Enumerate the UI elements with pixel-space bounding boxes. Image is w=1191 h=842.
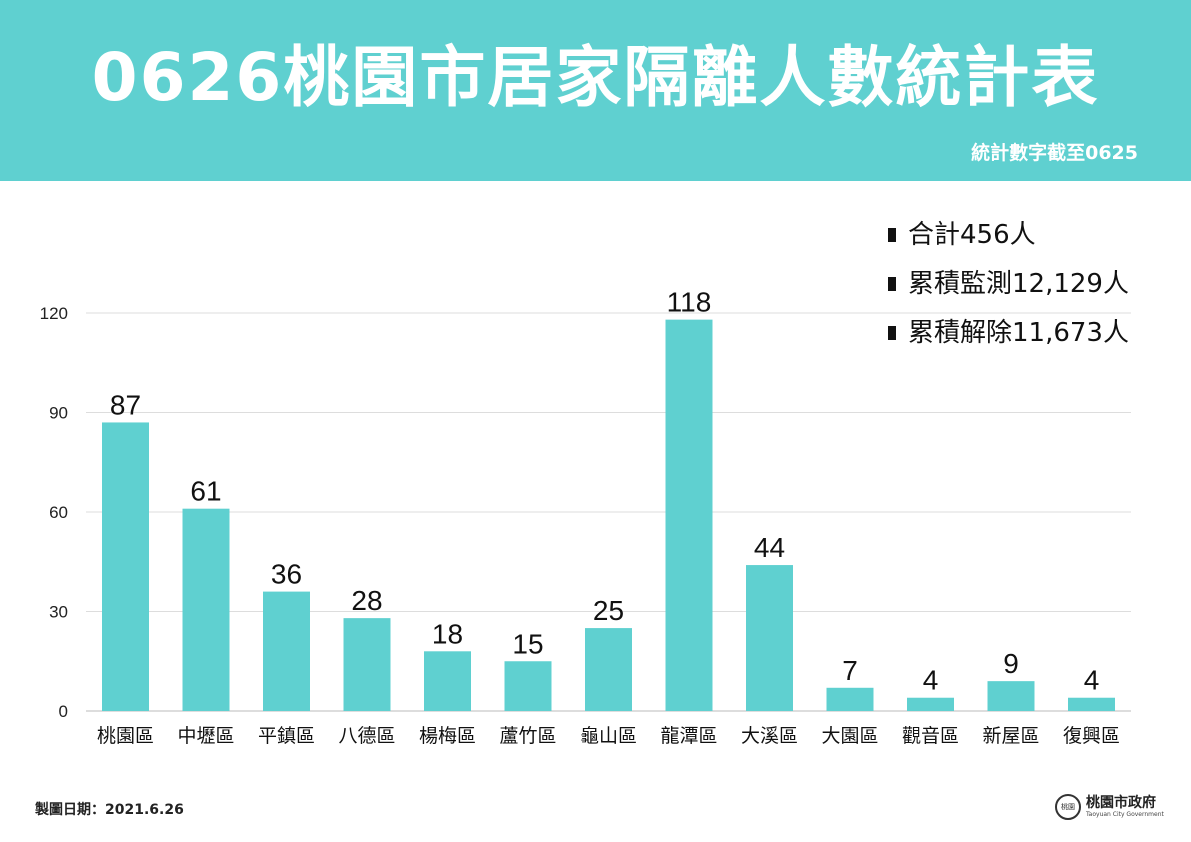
category-label: 大園區 bbox=[821, 725, 878, 747]
data-label: 4 bbox=[923, 665, 939, 696]
bar bbox=[424, 651, 471, 711]
category-label: 龜山區 bbox=[580, 725, 637, 747]
bar bbox=[585, 628, 632, 711]
bullet-icon bbox=[888, 276, 896, 291]
data-label: 15 bbox=[512, 628, 543, 659]
category-label: 新屋區 bbox=[982, 725, 1039, 747]
category-label: 平鎮區 bbox=[258, 725, 315, 747]
bar bbox=[102, 422, 149, 711]
page-subtitle: 統計數字截至0625 bbox=[971, 142, 1138, 164]
category-label: 蘆竹區 bbox=[499, 725, 556, 747]
data-label: 44 bbox=[754, 532, 785, 563]
summary-monitored-label: 累積監測12,129人 bbox=[908, 269, 1129, 299]
data-label: 4 bbox=[1084, 665, 1100, 696]
bar bbox=[987, 681, 1035, 711]
bullet-icon bbox=[888, 227, 896, 242]
header-banner: 0626桃園市居家隔離人數統計表 統計數字截至0625 bbox=[0, 0, 1191, 181]
category-label: 中壢區 bbox=[177, 725, 234, 747]
summary-total-label: 合計456人 bbox=[908, 220, 1036, 250]
category-label: 楊梅區 bbox=[419, 725, 476, 747]
data-label: 18 bbox=[432, 618, 463, 649]
data-label: 36 bbox=[271, 559, 302, 590]
summary-item-monitored: 累積監測12,129人 bbox=[888, 257, 1129, 306]
category-label: 八德區 bbox=[338, 725, 395, 747]
bar bbox=[263, 591, 310, 711]
summary-released-label: 累積解除11,673人 bbox=[908, 318, 1129, 348]
y-tick-label: 30 bbox=[49, 603, 68, 622]
data-label: 9 bbox=[1003, 648, 1019, 679]
y-tick-label: 90 bbox=[49, 404, 68, 423]
bar bbox=[665, 319, 713, 711]
category-label: 大溪區 bbox=[741, 725, 798, 747]
bar bbox=[826, 687, 874, 711]
page-title: 0626桃園市居家隔離人數統計表 bbox=[91, 39, 1100, 116]
bar bbox=[504, 661, 552, 711]
bar bbox=[907, 697, 954, 711]
bar bbox=[343, 618, 391, 711]
government-logo: 桃園 桃園市政府 Taoyuan City Government bbox=[1055, 789, 1170, 825]
logo-name: 桃園市政府 bbox=[1086, 795, 1156, 811]
bar bbox=[1068, 697, 1115, 711]
data-label: 25 bbox=[593, 595, 624, 626]
bar bbox=[182, 508, 230, 711]
seal-text: 桃園 bbox=[1061, 803, 1075, 811]
category-label: 觀音區 bbox=[902, 725, 959, 747]
summary-list: 合計456人 累積監測12,129人 累積解除11,673人 bbox=[888, 208, 1129, 355]
footer-date: 製圖日期：2021.6.26 bbox=[35, 802, 184, 818]
data-label: 118 bbox=[667, 287, 712, 318]
bullet-icon bbox=[888, 325, 896, 340]
data-label: 87 bbox=[110, 389, 141, 420]
category-label: 桃園區 bbox=[97, 725, 154, 747]
bar bbox=[746, 565, 793, 711]
y-tick-label: 0 bbox=[59, 702, 68, 721]
summary-item-released: 累積解除11,673人 bbox=[888, 306, 1129, 355]
summary-item-total: 合計456人 bbox=[888, 208, 1129, 257]
category-label: 復興區 bbox=[1063, 725, 1120, 747]
data-label: 7 bbox=[842, 655, 858, 686]
logo-english-name: Taoyuan City Government bbox=[1086, 811, 1164, 818]
y-tick-label: 60 bbox=[49, 503, 68, 522]
y-tick-label: 120 bbox=[40, 304, 68, 323]
seal-icon: 桃園 bbox=[1055, 794, 1081, 820]
data-label: 61 bbox=[190, 476, 221, 507]
data-label: 28 bbox=[351, 585, 382, 616]
category-label: 龍潭區 bbox=[660, 725, 717, 747]
